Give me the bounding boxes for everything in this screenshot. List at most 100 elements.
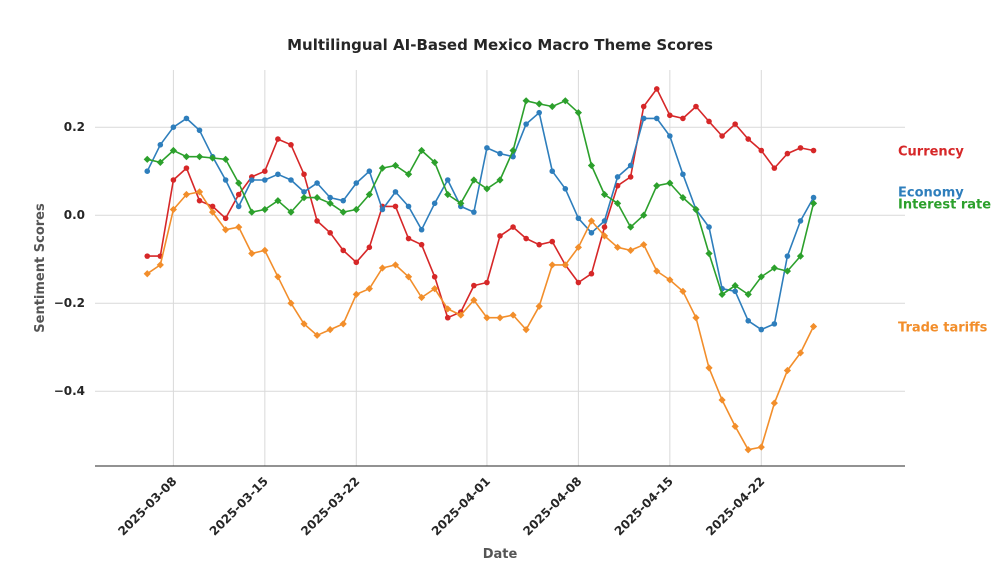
data-point xyxy=(339,320,347,328)
data-point xyxy=(340,247,347,254)
data-point xyxy=(287,208,295,216)
data-point xyxy=(170,124,177,130)
data-point xyxy=(588,270,595,277)
data-point xyxy=(365,285,373,293)
data-point xyxy=(170,177,177,183)
data-point xyxy=(196,197,203,204)
data-point xyxy=(718,396,726,404)
data-point xyxy=(457,199,465,207)
data-point xyxy=(274,197,282,205)
data-point xyxy=(497,233,503,239)
data-point xyxy=(274,273,282,281)
data-point xyxy=(288,142,294,148)
data-point xyxy=(679,287,687,295)
data-point xyxy=(627,174,634,180)
data-point xyxy=(248,177,255,183)
data-point xyxy=(326,199,334,207)
data-point xyxy=(732,288,738,295)
data-point xyxy=(444,177,451,183)
data-point xyxy=(262,168,268,174)
data-point xyxy=(718,290,726,298)
series-line-trade-tariffs xyxy=(146,191,815,451)
data-point xyxy=(222,215,229,222)
data-point xyxy=(209,203,216,210)
data-point xyxy=(287,299,295,307)
data-point xyxy=(692,314,700,322)
data-point xyxy=(614,174,621,180)
data-point xyxy=(275,171,281,178)
data-point xyxy=(366,168,373,174)
data-point xyxy=(574,243,582,251)
data-point xyxy=(169,205,177,214)
data-point xyxy=(222,177,229,183)
data-point xyxy=(601,224,608,230)
data-point xyxy=(471,282,477,289)
data-point xyxy=(758,326,765,333)
data-point xyxy=(143,155,151,163)
data-point xyxy=(666,276,674,284)
data-point xyxy=(783,267,792,275)
data-point xyxy=(143,270,151,278)
data-point xyxy=(275,136,281,142)
data-point xyxy=(497,150,503,157)
data-point xyxy=(810,194,817,201)
data-point xyxy=(744,446,752,454)
data-point xyxy=(392,189,399,195)
data-point xyxy=(392,203,399,210)
data-point xyxy=(771,321,778,327)
data-point xyxy=(431,274,438,280)
series-currency xyxy=(144,86,817,321)
series-label-interest-rate: Interest rate xyxy=(898,197,991,212)
data-point xyxy=(418,293,426,302)
series-layer xyxy=(143,86,818,454)
data-point xyxy=(809,199,818,207)
data-point xyxy=(587,217,596,225)
data-point xyxy=(771,165,778,171)
data-point xyxy=(640,103,647,110)
data-point xyxy=(809,322,818,331)
data-point xyxy=(222,155,230,163)
data-point xyxy=(352,205,360,214)
data-point xyxy=(313,331,321,339)
data-point xyxy=(169,146,177,155)
data-point xyxy=(366,244,373,251)
data-point xyxy=(470,296,478,304)
data-point xyxy=(182,190,191,199)
data-point xyxy=(732,121,738,127)
data-point xyxy=(353,259,360,266)
data-point xyxy=(510,224,516,230)
data-point xyxy=(418,241,425,248)
data-point xyxy=(535,302,543,310)
data-point xyxy=(144,168,151,174)
data-point xyxy=(522,326,530,334)
data-point xyxy=(692,205,700,214)
data-point xyxy=(666,179,674,187)
data-point xyxy=(471,209,477,215)
data-point xyxy=(496,314,504,322)
data-point xyxy=(261,246,269,254)
data-point xyxy=(549,238,556,245)
data-point xyxy=(339,208,347,216)
data-point xyxy=(418,226,425,233)
data-point xyxy=(613,199,622,207)
data-point xyxy=(340,197,347,204)
data-point xyxy=(705,364,713,372)
data-point xyxy=(522,97,530,105)
data-point xyxy=(797,145,804,151)
data-point xyxy=(536,241,542,248)
data-point xyxy=(327,230,333,236)
data-point xyxy=(731,422,739,430)
data-point xyxy=(758,147,765,154)
data-point xyxy=(483,185,491,193)
data-point xyxy=(261,205,269,214)
data-point xyxy=(235,203,242,210)
x-tick-label: 2025-04-15 xyxy=(612,474,676,538)
data-point xyxy=(156,158,164,166)
data-point xyxy=(810,147,817,154)
data-point xyxy=(796,349,805,357)
x-tick-label: 2025-04-08 xyxy=(520,474,584,538)
data-point xyxy=(757,443,765,451)
data-point xyxy=(601,218,608,224)
